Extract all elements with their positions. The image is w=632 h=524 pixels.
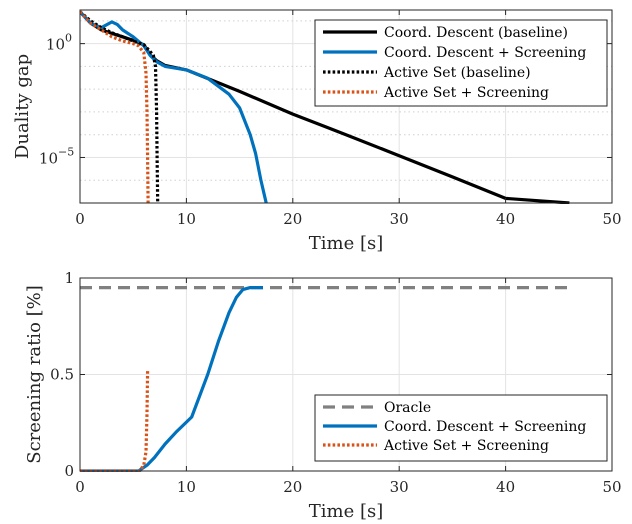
series-line-3 (80, 10, 160, 204)
y-tick-label: 1 (64, 269, 74, 287)
x-tick-label: 0 (75, 478, 85, 496)
legend-label-4: Active Set + Screening (383, 85, 549, 101)
x-tick-label: 20 (283, 478, 302, 496)
legend-label-1: Coord. Descent (baseline) (384, 25, 568, 41)
legend-label-1: Oracle (384, 400, 431, 416)
y-tick-label: 0.5 (50, 366, 74, 384)
x-tick-label: 30 (390, 210, 409, 228)
x-tick-label: 50 (602, 478, 621, 496)
y-tick-label: 10 (39, 149, 58, 167)
chart-panel-2: 0 10 20 30 40 50 0 0.5 1 Time [s] Screening ratio … (24, 269, 622, 522)
legend-label-2: Coord. Descent + Screening (384, 45, 586, 61)
legend-label-2: Coord. Descent + Screening (384, 419, 586, 435)
x-tick-label: 40 (496, 478, 515, 496)
series-group (80, 10, 570, 204)
x-axis-label: Time [s] (309, 501, 384, 522)
x-tick-label: 30 (390, 478, 409, 496)
y-axis-label: Screening ratio [%] (24, 285, 45, 464)
y-tick-label: 0 (64, 462, 74, 480)
legend-label-3: Active Set + Screening (383, 438, 549, 454)
x-tick-label: 50 (602, 210, 621, 228)
x-tick-label: 0 (75, 210, 85, 228)
legend: Coord. Descent (baseline) Coord. Descent … (314, 19, 608, 107)
y-axis-label: Duality gap (12, 54, 33, 159)
legend: Oracle Coord. Descent + Screening Active S… (314, 394, 608, 462)
x-axis-label: Time [s] (309, 233, 384, 254)
y-tick-label-exponent: 0 (65, 32, 72, 45)
series-line-2 (80, 10, 268, 204)
x-tick-label: 10 (177, 210, 196, 228)
x-tick-label: 10 (177, 478, 196, 496)
series-line-4 (80, 10, 150, 204)
series-line-2 (80, 286, 263, 472)
y-tick-label-exponent: −5 (58, 145, 74, 158)
x-tick-label: 20 (283, 210, 302, 228)
axes-box (79, 9, 613, 204)
y-tick-label: 10 (46, 36, 65, 54)
x-tick-label: 40 (496, 210, 515, 228)
legend-label-3: Active Set (baseline) (383, 65, 531, 81)
